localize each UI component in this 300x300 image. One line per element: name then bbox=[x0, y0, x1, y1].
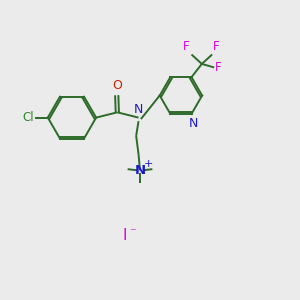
Text: F: F bbox=[215, 61, 222, 74]
Text: O: O bbox=[112, 79, 122, 92]
Text: Cl: Cl bbox=[22, 111, 34, 124]
Text: N: N bbox=[134, 103, 143, 116]
Text: ⁻: ⁻ bbox=[130, 226, 136, 239]
Text: N: N bbox=[134, 164, 146, 177]
Text: N: N bbox=[189, 117, 199, 130]
Text: F: F bbox=[183, 40, 190, 53]
Text: F: F bbox=[213, 40, 220, 53]
Text: +: + bbox=[143, 159, 153, 169]
Text: I: I bbox=[123, 228, 127, 243]
